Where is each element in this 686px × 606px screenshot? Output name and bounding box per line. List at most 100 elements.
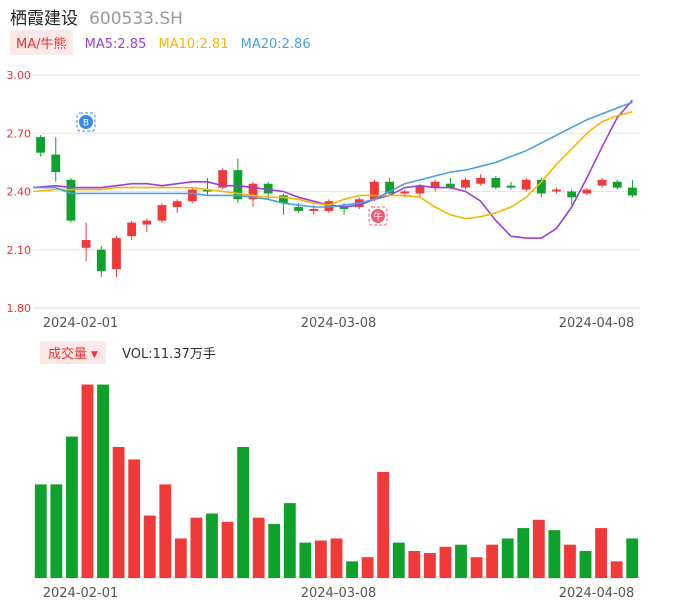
candle-body <box>51 154 61 173</box>
candle-body <box>536 179 546 194</box>
candle-body <box>233 170 243 200</box>
price-y-axis: 3.00 2.70 2.40 2.10 1.80 <box>7 69 32 315</box>
volume-bar <box>346 561 358 578</box>
volume-bar <box>564 544 576 578</box>
volume-bar <box>408 550 421 578</box>
stock-name: 栖霞建设 <box>10 9 78 29</box>
y-tick-label: 2.40 <box>7 186 32 199</box>
volume-bar <box>579 550 592 578</box>
volume-bar <box>65 436 78 578</box>
chart-markers: B牛 <box>76 112 388 226</box>
volume-bars <box>34 384 639 578</box>
candle-body <box>445 183 455 188</box>
y-tick-label: 3.00 <box>7 69 32 82</box>
volume-bar <box>97 384 109 578</box>
volume-bar <box>159 484 172 578</box>
candle-body <box>203 189 212 192</box>
bull-marker-label: 牛 <box>373 211 382 223</box>
ma-indicator-selector[interactable]: MA/牛熊 <box>10 30 73 55</box>
ma-line-ma5 <box>32 99 634 239</box>
volume-bar <box>143 515 156 578</box>
candle-body <box>187 189 197 202</box>
candle-body <box>324 201 334 211</box>
volume-bar <box>34 484 47 578</box>
buy-marker-frame <box>76 112 96 132</box>
candle-body <box>112 238 121 270</box>
price-x-axis: 2024-02-01 2024-03-08 2024-04-08 <box>43 316 635 331</box>
x-axis-label: 2024-02-01 <box>43 586 119 601</box>
stock-header: 栖霞建设 600533.SH <box>10 4 183 29</box>
volume-bar <box>532 519 545 578</box>
candle-body <box>521 179 531 190</box>
buy-marker-icon[interactable] <box>79 115 93 129</box>
volume-bar <box>470 557 483 578</box>
y-tick-label: 1.80 <box>7 302 32 315</box>
volume-bar <box>237 446 250 578</box>
x-axis-label: 2024-04-08 <box>559 586 635 601</box>
volume-bar <box>252 517 265 578</box>
candle-body <box>385 181 395 194</box>
stock-code: 600533.SH <box>89 9 183 29</box>
candle-body <box>612 181 622 188</box>
volume-bar <box>501 538 514 578</box>
candle-body <box>628 187 637 196</box>
y-tick-label: 2.10 <box>7 244 32 257</box>
volume-indicator-selector[interactable]: 成交量 ▼ <box>40 341 106 364</box>
volume-x-axis: 2024-02-01 2024-03-08 2024-04-08 <box>43 586 635 601</box>
x-axis-label: 2024-03-08 <box>301 586 377 601</box>
candle-body <box>278 195 288 204</box>
bull-marker-frame <box>368 206 388 226</box>
ma10-legend: MA10:2.81 <box>158 37 229 52</box>
x-axis-label: 2024-04-08 <box>559 316 635 331</box>
ma-legend: MA/牛熊 MA5:2.85 MA10:2.81 MA20:2.86 <box>10 30 311 55</box>
volume-legend: 成交量 ▼ VOL:11.37万手 <box>40 341 216 364</box>
candle-body <box>263 183 273 194</box>
candle-body <box>461 179 470 188</box>
volume-bar <box>221 521 234 578</box>
volume-bar <box>190 517 203 578</box>
candle-body <box>172 201 182 208</box>
candle-body <box>248 183 258 200</box>
candle-body <box>66 179 76 221</box>
ma5-legend: MA5:2.85 <box>84 37 147 52</box>
volume-bar <box>548 530 561 578</box>
candle-body <box>491 177 501 188</box>
volume-bar <box>595 528 608 578</box>
caret-down-icon: ▼ <box>91 349 98 360</box>
volume-bar <box>315 540 327 578</box>
candle-body <box>567 191 577 198</box>
volume-bar <box>112 446 125 578</box>
volume-bar <box>206 513 218 578</box>
ma20-legend: MA20:2.86 <box>240 37 311 52</box>
price-grid <box>33 74 640 309</box>
volume-bar <box>299 542 312 578</box>
volume-bar <box>423 553 436 578</box>
ma-line-ma10 <box>32 111 633 220</box>
volume-bar <box>610 561 623 578</box>
volume-bar <box>330 538 343 578</box>
volume-bar <box>128 459 141 578</box>
candle-body <box>294 207 303 211</box>
candlestick-series <box>36 135 637 277</box>
x-axis-label: 2024-03-08 <box>301 316 377 331</box>
volume-bar <box>174 538 187 578</box>
candle-body <box>400 191 410 194</box>
moving-average-lines <box>32 99 634 239</box>
volume-bar <box>486 544 499 578</box>
bull-marker-icon[interactable] <box>371 209 385 223</box>
candle-body <box>552 189 561 192</box>
volume-bar <box>517 528 530 578</box>
candle-body <box>370 181 379 200</box>
volume-bar <box>377 471 390 578</box>
candle-body <box>339 207 349 209</box>
candle-body <box>430 181 440 188</box>
candle-body <box>36 137 45 153</box>
candle-body <box>96 249 106 272</box>
candle-body <box>506 185 516 188</box>
volume-selector-label: 成交量 <box>48 347 88 362</box>
candle-body <box>415 185 425 194</box>
volume-bar <box>439 546 452 578</box>
candle-body <box>142 220 152 225</box>
volume-bar <box>455 544 467 578</box>
